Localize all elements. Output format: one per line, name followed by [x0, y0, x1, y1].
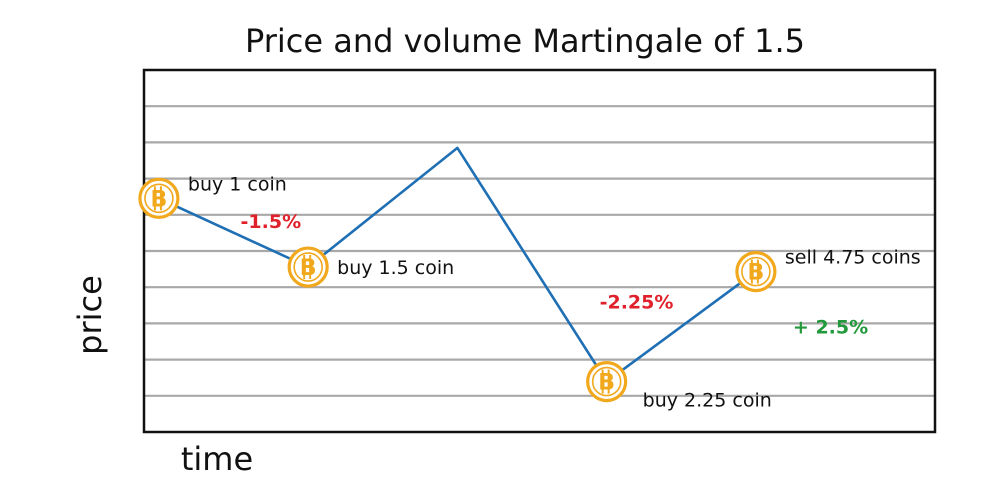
percent-annotation: -2.25% [600, 291, 674, 313]
y-axis-label: price [71, 275, 109, 355]
coin-label: buy 1 coin [188, 173, 287, 195]
coin-label: buy 2.25 coin [643, 390, 772, 412]
coin-rim [293, 252, 323, 282]
plot-frame [142, 68, 937, 434]
coin-letter: B [748, 261, 765, 286]
coin-label: buy 1.5 coin [337, 257, 454, 279]
coin-rim [741, 256, 771, 287]
price-line [158, 146, 757, 383]
coin-rim [591, 366, 622, 397]
coin-letter: B [598, 371, 615, 396]
coin-rim [144, 183, 174, 214]
coin-letter: B [300, 256, 317, 281]
x-axis-label: time [181, 440, 253, 478]
percent-annotation: + 2.5% [793, 316, 868, 338]
percent-annotation: -1.5% [241, 211, 302, 233]
percent-annotations: -1.5% -2.25% + 2.5% [241, 211, 869, 338]
coin-label: sell 4.75 coins [785, 247, 921, 269]
chart-title: Price and volume Martingale of 1.5 [245, 22, 805, 60]
coin-letter: B [151, 187, 168, 212]
